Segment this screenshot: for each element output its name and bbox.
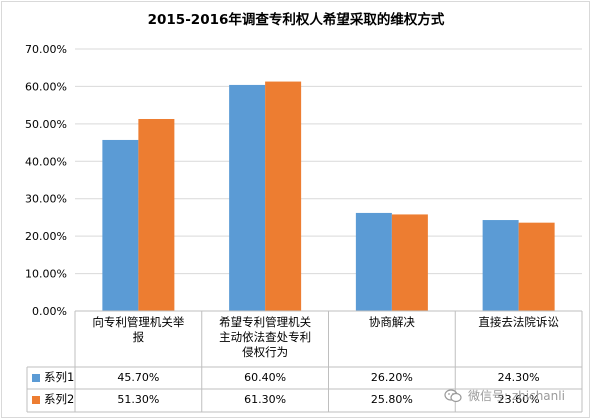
- category-label-line: 直接去法院诉讼: [478, 315, 559, 329]
- watermark-text: 微信号: zhichanli: [468, 389, 565, 403]
- bar-2-1: [138, 118, 175, 312]
- bar-1-2: [229, 84, 266, 311]
- y-tick-label: 50.00%: [25, 118, 67, 131]
- y-tick-label: 0.00%: [32, 305, 67, 318]
- data-value-cell: 23.60%: [497, 393, 540, 406]
- chart-title: 2015-2016年调查专利权人希望采取的维权方式: [147, 12, 445, 28]
- bar-1-3: [355, 212, 392, 311]
- legend-entry: 系列1: [28, 369, 75, 386]
- category-label: 直接去法院诉讼: [457, 315, 580, 330]
- legend-swatch: [32, 373, 40, 382]
- data-value-cell: 24.30%: [497, 371, 540, 384]
- y-tick-label: 70.00%: [25, 43, 67, 56]
- legend-entry: 系列2: [28, 391, 75, 408]
- category-label-line: 向专利管理机关举: [92, 315, 185, 329]
- y-tick-label: 10.00%: [25, 268, 67, 281]
- data-value-cell: 51.30%: [117, 393, 160, 406]
- category-label-line: 协商解决: [368, 315, 415, 329]
- category-label-line: 报: [132, 330, 145, 344]
- y-tick-label: 20.00%: [25, 230, 67, 243]
- bar-2-3: [391, 214, 428, 311]
- category-label: 希望专利管理机关 主动依法查处专利 侵权行为: [204, 315, 327, 360]
- bar-1-4: [482, 220, 519, 311]
- data-value-cell: 45.70%: [117, 371, 160, 384]
- data-value-cell: 61.30%: [244, 393, 287, 406]
- category-label: 协商解决: [331, 315, 454, 330]
- bar-2-4: [518, 222, 555, 311]
- category-label: 向专利管理机关举报: [77, 315, 200, 345]
- y-tick-label: 60.00%: [25, 80, 67, 93]
- legend-label: 系列2: [44, 392, 75, 406]
- data-value-cell: 60.40%: [244, 371, 287, 384]
- legend-swatch: [32, 395, 40, 404]
- category-label-line: 侵权行为: [242, 345, 289, 359]
- category-label-line: 主动依法查处专利: [219, 330, 312, 344]
- data-value-cell: 25.80%: [370, 393, 413, 406]
- data-value-cell: 26.20%: [370, 371, 413, 384]
- legend-label: 系列1: [44, 370, 75, 384]
- wechat-icon: [444, 388, 462, 402]
- category-label-line: 希望专利管理机关: [219, 315, 312, 329]
- watermark: 微信号: zhichanli: [444, 387, 565, 404]
- y-tick-label: 30.00%: [25, 193, 67, 206]
- y-tick-label: 40.00%: [25, 155, 67, 168]
- bar-1-1: [102, 139, 139, 311]
- bar-2-2: [265, 81, 302, 311]
